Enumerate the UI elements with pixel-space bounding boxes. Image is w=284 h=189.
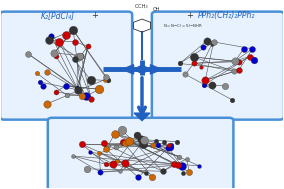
Text: +: + [91,11,98,20]
Polygon shape [122,65,133,74]
Text: $\mathrm{N{=}N{-}C({=}S){-}NHR}$: $\mathrm{N{=}N{-}C({=}S){-}NHR}$ [163,22,203,29]
Text: OCH₃: OCH₃ [135,4,149,9]
Text: OH: OH [152,7,160,12]
FancyBboxPatch shape [0,12,132,120]
FancyBboxPatch shape [152,12,284,120]
FancyBboxPatch shape [48,118,233,189]
Text: K₂[PdCl₄]: K₂[PdCl₄] [41,11,75,20]
Polygon shape [134,113,150,121]
Polygon shape [151,65,162,74]
Text: +: + [186,11,193,20]
Text: PPh₂(CH₂)₂PPh₂: PPh₂(CH₂)₂PPh₂ [198,11,255,20]
